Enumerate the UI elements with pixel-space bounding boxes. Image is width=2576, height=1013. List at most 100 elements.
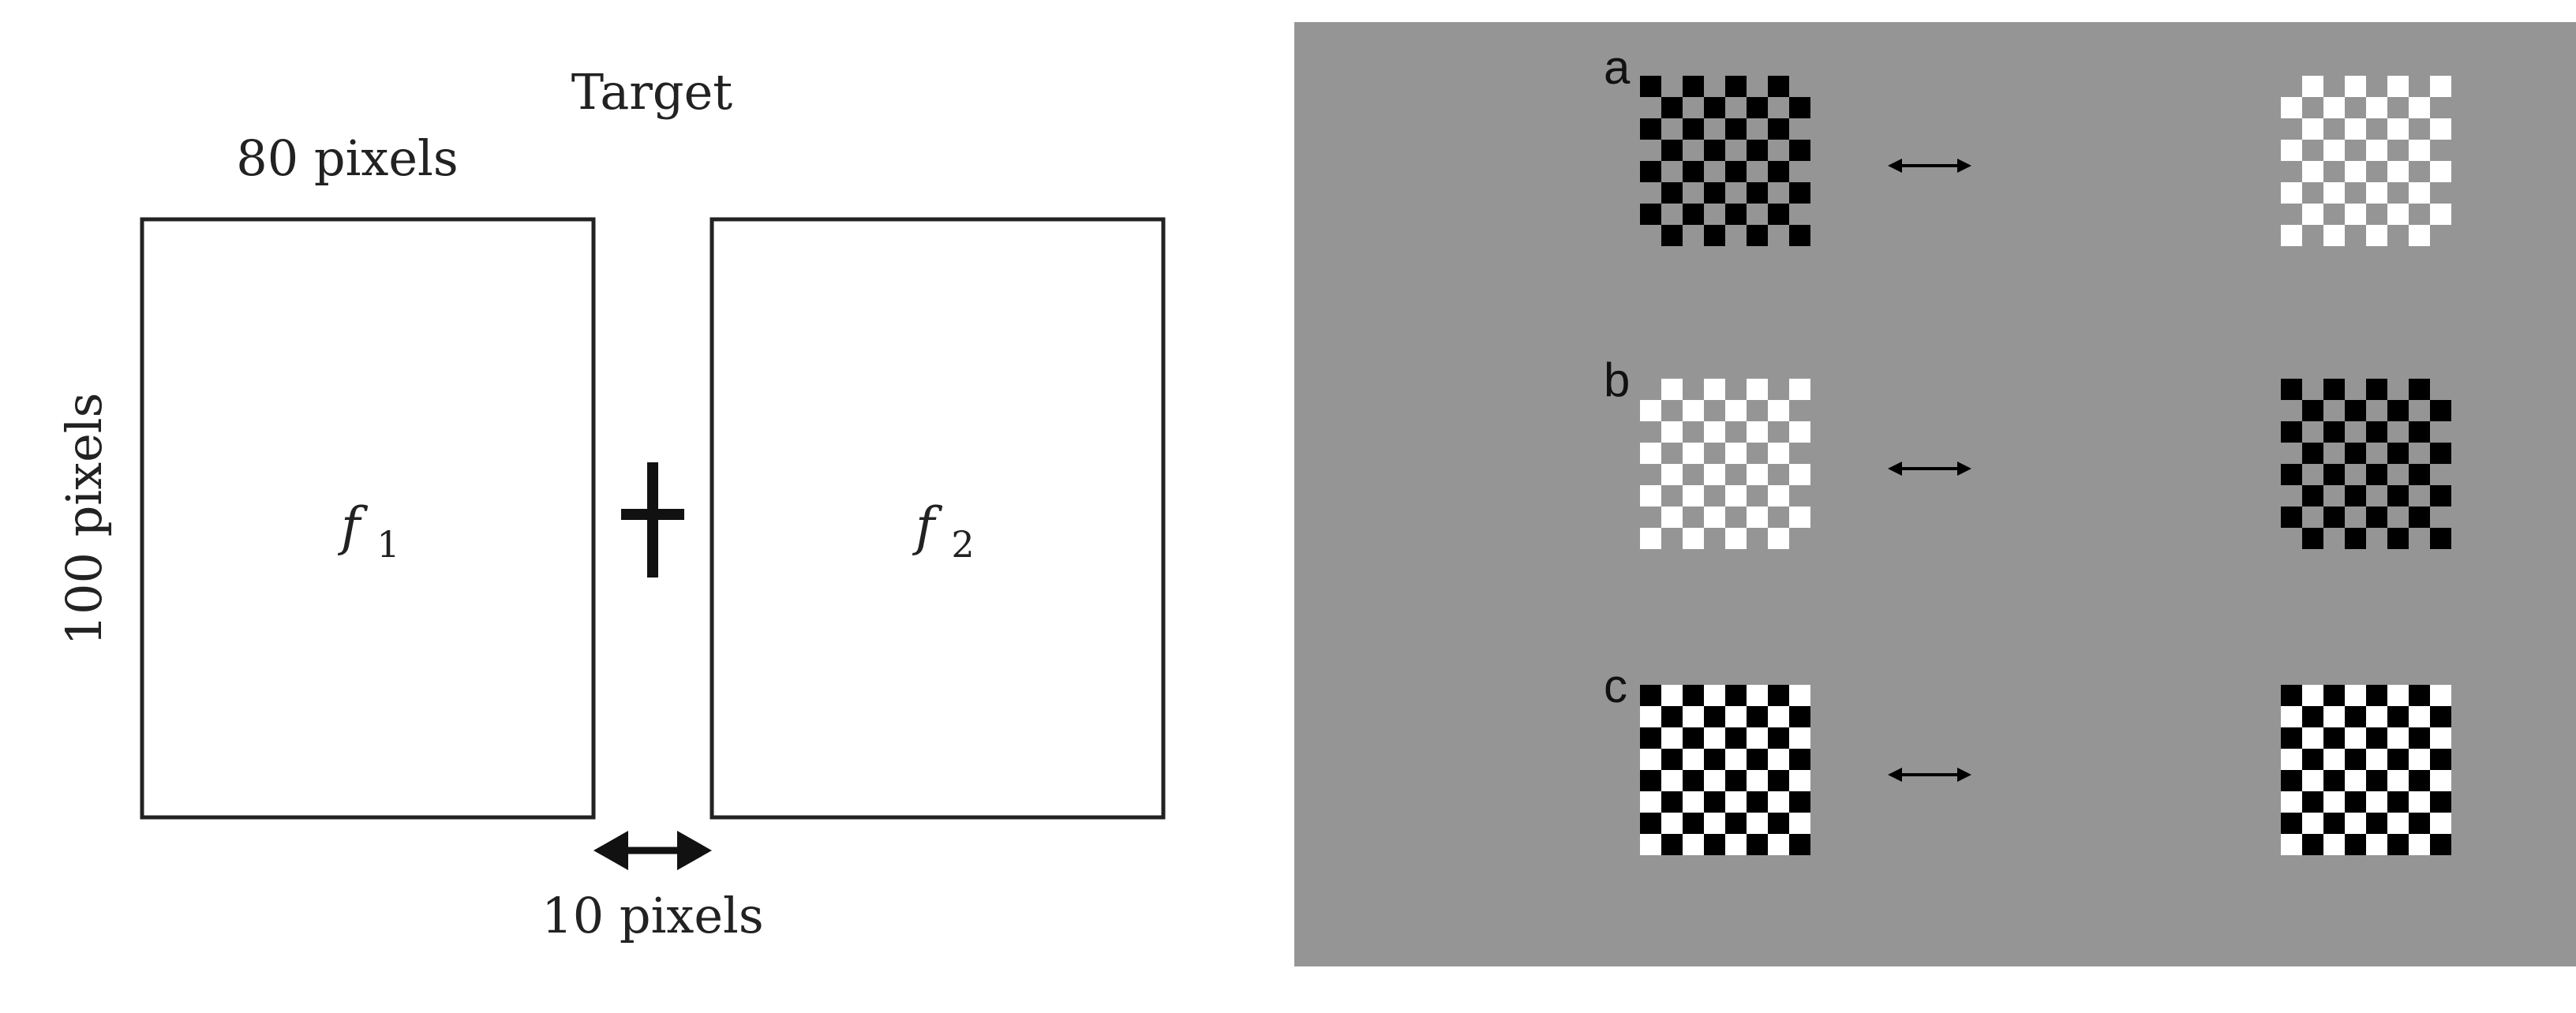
checker-cell	[1683, 421, 1704, 443]
checker-cell	[1725, 140, 1747, 161]
checker-cell	[1661, 506, 1683, 528]
checker-cell	[1725, 485, 1747, 506]
checker-cell	[1661, 76, 1683, 97]
checker-cell	[1789, 182, 1810, 204]
frame-f1-label: f 1	[337, 496, 400, 566]
checker-cell	[1683, 225, 1704, 246]
checker-cell	[2281, 225, 2302, 246]
checker-cell	[2430, 727, 2451, 749]
checker-cell	[1747, 770, 1768, 791]
checker-cell	[2387, 140, 2409, 161]
checker-cell	[1725, 421, 1747, 443]
checker-cell	[2387, 770, 2409, 791]
checker-cell	[1768, 140, 1789, 161]
checker-cell	[1725, 443, 1747, 464]
target-diagram: Target 80 pixels 100 pixels f 1 f 2	[55, 63, 1166, 944]
checker-cell	[1789, 161, 1810, 182]
checker-cell	[2387, 749, 2409, 770]
checker-cell	[1683, 76, 1704, 97]
checker-cell	[1725, 528, 1747, 549]
checker-cell	[2409, 485, 2430, 506]
checker-cell	[2387, 400, 2409, 421]
checker-cell	[1725, 464, 1747, 485]
checker-cell	[2345, 225, 2366, 246]
checker-cell	[2302, 727, 2323, 749]
checker-cell	[2302, 76, 2323, 97]
checker-cell	[1661, 204, 1683, 225]
checker-cell	[2345, 813, 2366, 834]
checker-cell	[2302, 791, 2323, 813]
checkerboard-c-left	[1640, 685, 1810, 855]
checker-cell	[2366, 76, 2387, 97]
checker-cell	[2366, 161, 2387, 182]
checker-cell	[2366, 182, 2387, 204]
checker-cell	[1683, 118, 1704, 140]
checker-cell	[2409, 506, 2430, 528]
checker-cell	[1789, 400, 1810, 421]
checker-cell	[1768, 118, 1789, 140]
checkerboard-panel: a b c	[1294, 22, 2576, 966]
checker-cell	[1640, 834, 1661, 855]
checker-cell	[1789, 204, 1810, 225]
checker-cell	[2430, 464, 2451, 485]
checker-cell	[1747, 182, 1768, 204]
checker-cell	[2281, 97, 2302, 118]
checker-cell	[2302, 379, 2323, 400]
checker-cell	[1725, 727, 1747, 749]
checker-cell	[1725, 813, 1747, 834]
checker-cell	[2345, 834, 2366, 855]
checker-cell	[1683, 161, 1704, 182]
checker-cell	[1747, 727, 1768, 749]
checker-cell	[1789, 727, 1810, 749]
checker-cell	[1683, 443, 1704, 464]
checker-cell	[2281, 421, 2302, 443]
checker-cell	[1704, 464, 1725, 485]
checker-cell	[2409, 770, 2430, 791]
checker-cell	[2281, 161, 2302, 182]
checker-cell	[2387, 204, 2409, 225]
checker-cell	[1725, 791, 1747, 813]
checker-cell	[2345, 76, 2366, 97]
checker-cell	[1640, 506, 1661, 528]
checker-cell	[1747, 161, 1768, 182]
fixation-cross-icon	[621, 462, 684, 578]
checker-cell	[1661, 140, 1683, 161]
checker-cell	[1640, 182, 1661, 204]
checker-cell	[1789, 421, 1810, 443]
checker-cell	[2430, 225, 2451, 246]
checker-cell	[2409, 528, 2430, 549]
checker-cell	[2281, 140, 2302, 161]
checker-cell	[2302, 225, 2323, 246]
checker-cell	[2345, 140, 2366, 161]
checker-cell	[2302, 528, 2323, 549]
checker-cell	[2302, 400, 2323, 421]
checker-cell	[2366, 749, 2387, 770]
checker-cell	[2366, 506, 2387, 528]
checker-cell	[2409, 76, 2430, 97]
checker-cell	[2409, 685, 2430, 706]
checker-cell	[2323, 443, 2345, 464]
checker-cell	[2366, 706, 2387, 727]
checker-cell	[1768, 421, 1789, 443]
checker-cell	[1789, 97, 1810, 118]
checker-cell	[1725, 400, 1747, 421]
checker-cell	[1747, 225, 1768, 246]
checker-cell	[1789, 464, 1810, 485]
checker-cell	[2387, 464, 2409, 485]
checker-cell	[1704, 506, 1725, 528]
checker-cell	[2366, 400, 2387, 421]
checker-cell	[2302, 770, 2323, 791]
checker-cell	[2323, 464, 2345, 485]
checkerboard-a-right	[2281, 76, 2451, 246]
checker-cell	[1768, 485, 1789, 506]
checker-cell	[1683, 204, 1704, 225]
checker-cell	[2366, 118, 2387, 140]
checker-cell	[2281, 76, 2302, 97]
checker-cell	[1661, 161, 1683, 182]
checker-cell	[2387, 182, 2409, 204]
checker-cell	[2302, 443, 2323, 464]
checker-cell	[2366, 204, 2387, 225]
checker-cell	[2387, 485, 2409, 506]
checker-cell	[1683, 182, 1704, 204]
row-a-double-arrow-icon	[1888, 159, 1971, 173]
